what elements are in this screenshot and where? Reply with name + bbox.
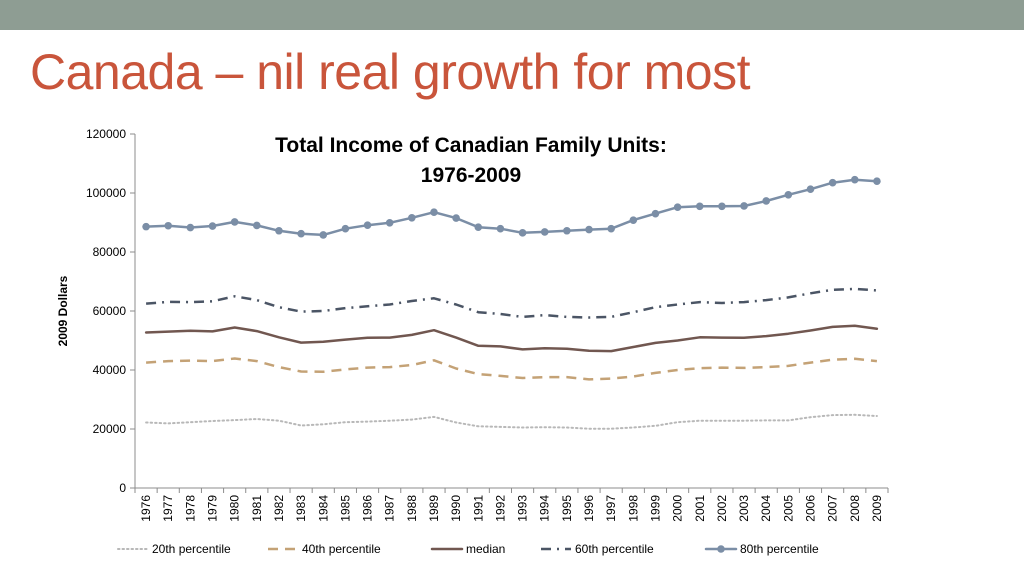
data-point-80th-percentile [319, 231, 328, 239]
x-tick-label: 1980 [228, 495, 242, 522]
x-tick-label: 2005 [781, 495, 795, 522]
data-point-80th-percentile [518, 229, 527, 237]
slide-title: Canada – nil real growth for most [30, 44, 750, 100]
data-point-80th-percentile [363, 221, 372, 229]
x-tick-label: 1976 [139, 495, 153, 522]
data-point-80th-percentile [850, 175, 859, 184]
x-tick-label: 1981 [250, 495, 264, 522]
data-point-80th-percentile [563, 226, 571, 235]
data-point-80th-percentile [208, 222, 217, 230]
data-point-80th-percentile [186, 223, 195, 232]
chart-title-line-1: Total Income of Canadian Family Units: [275, 134, 667, 157]
series-line-20th-percentile [145, 413, 878, 430]
data-point-80th-percentile [496, 224, 505, 233]
legend-label-40th-percentile: 40th percentile [302, 542, 381, 556]
x-tick-label: 2009 [870, 495, 884, 522]
legend-label-20th-percentile: 20th percentile [152, 542, 231, 556]
x-tick-label: 1993 [516, 495, 530, 522]
data-point-80th-percentile [452, 214, 460, 222]
y-axis-title: 2009 Dollars [56, 275, 70, 346]
x-tick-label: 2006 [803, 495, 817, 522]
x-tick-label: 1978 [183, 495, 197, 522]
chart-axes: 0 20000 40000 60000 80000 100000 120000 2009 Do… [56, 127, 889, 522]
x-tick-label: 2002 [715, 495, 729, 522]
x-tick-label: 1987 [383, 495, 397, 522]
x-tick-label: 1997 [604, 495, 618, 522]
x-tick-label: 1989 [427, 495, 441, 522]
legend-marker-80th-percentile [717, 545, 725, 553]
x-tick-label: 2004 [759, 495, 773, 522]
data-point-80th-percentile [297, 229, 305, 238]
data-point-80th-percentile [740, 202, 748, 210]
x-tick-label: 1979 [206, 495, 220, 522]
y-tick-label: 120000 [86, 127, 126, 141]
data-point-80th-percentile [873, 177, 881, 185]
data-point-80th-percentile [828, 178, 837, 187]
data-point-80th-percentile [673, 203, 682, 211]
x-tick-label: 1991 [471, 495, 485, 522]
y-tick-label: 100000 [86, 186, 126, 200]
series-line-40th-percentile [146, 357, 878, 381]
x-tick-label: 1985 [338, 495, 352, 522]
data-point-80th-percentile [585, 225, 593, 234]
series-line-60th-percentile [146, 287, 877, 319]
x-tick-label: 2000 [671, 495, 685, 522]
data-point-80th-percentile [341, 224, 350, 233]
x-tick-label: 1983 [294, 495, 308, 522]
chart-series-group [142, 175, 881, 430]
legend-label-60th-percentile: 60th percentile [575, 542, 654, 556]
x-tick-label: 1977 [161, 495, 175, 522]
y-tick-label: 0 [119, 481, 126, 495]
top-accent-bar [0, 0, 1024, 30]
x-tick-label: 1992 [493, 495, 507, 522]
x-tick-label: 1984 [316, 495, 330, 522]
x-tick-label: 1986 [361, 495, 375, 522]
x-tick-label: 2003 [737, 495, 751, 522]
data-point-80th-percentile [164, 221, 173, 230]
x-tick-label: 2007 [826, 495, 840, 522]
data-point-80th-percentile [142, 222, 150, 231]
x-tick-label: 1995 [560, 495, 574, 522]
chart-legend: 20th percentile 40th percentile median 60th… [117, 542, 819, 556]
x-tick-label: 1990 [449, 495, 463, 522]
y-tick-label: 60000 [93, 304, 127, 318]
data-point-80th-percentile [695, 202, 704, 211]
data-point-80th-percentile [275, 226, 283, 235]
y-tick-label: 80000 [93, 245, 127, 259]
chart-title-line-2: 1976-2009 [421, 164, 521, 187]
series-line-median [144, 324, 879, 353]
x-tick-label: 1996 [582, 495, 596, 522]
x-tick-label: 1999 [648, 495, 662, 522]
data-point-80th-percentile [540, 228, 549, 236]
data-point-80th-percentile [651, 209, 660, 218]
x-tick-label: 1998 [626, 495, 640, 522]
data-point-80th-percentile [784, 190, 793, 199]
data-point-80th-percentile [430, 208, 438, 216]
data-point-80th-percentile [408, 213, 416, 222]
y-tick-label: 40000 [93, 363, 127, 377]
data-point-80th-percentile [474, 223, 483, 232]
legend-label-median: median [466, 542, 505, 556]
data-point-80th-percentile [806, 185, 815, 193]
x-tick-label: 2008 [848, 495, 862, 522]
y-tick-label: 20000 [93, 422, 127, 436]
data-point-80th-percentile [607, 224, 615, 233]
data-point-80th-percentile [253, 221, 261, 230]
x-tick-label: 1994 [538, 495, 552, 522]
data-point-80th-percentile [762, 197, 770, 205]
data-point-80th-percentile [629, 216, 638, 224]
x-tick-label: 1988 [405, 495, 419, 522]
series-line-80th-percentile [144, 178, 879, 237]
data-point-80th-percentile [718, 202, 726, 211]
x-tick-label: 1982 [272, 495, 286, 522]
data-point-80th-percentile [230, 218, 239, 226]
x-tick-label: 2001 [693, 495, 707, 522]
data-point-80th-percentile [385, 218, 394, 227]
legend-label-80th-percentile: 80th percentile [740, 542, 819, 556]
